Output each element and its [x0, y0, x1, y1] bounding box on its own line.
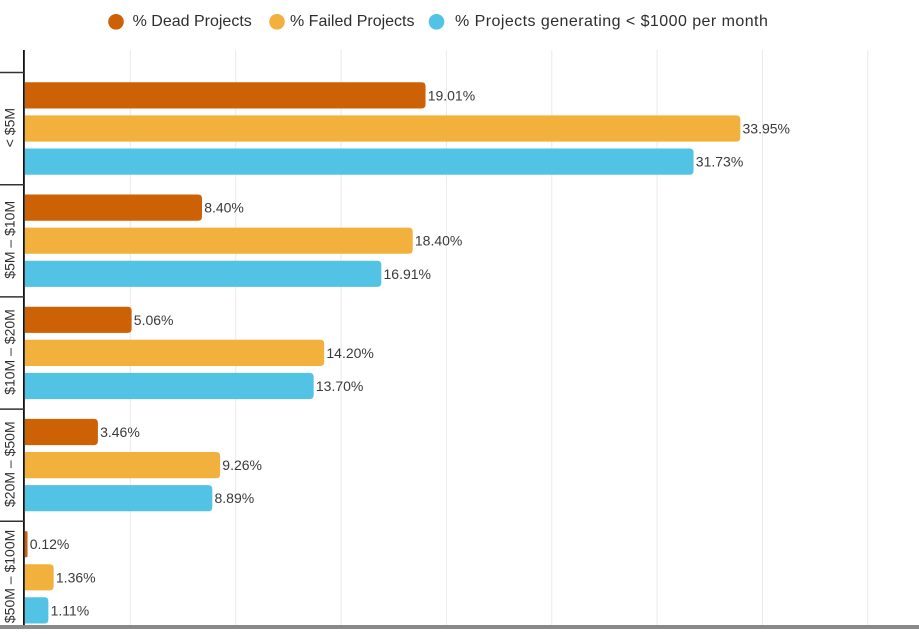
svg-text:$50M – $100M: $50M – $100M: [2, 530, 18, 623]
svg-text:% Projects generating < $1000: % Projects generating < $1000 per month: [455, 13, 768, 30]
svg-text:8.89%: 8.89%: [215, 490, 255, 506]
svg-text:0.12%: 0.12%: [30, 536, 70, 552]
svg-text:13.70%: 13.70%: [316, 378, 363, 394]
svg-text:$10M – $20M: $10M – $20M: [2, 309, 18, 395]
svg-text:$20M – $50M: $20M – $50M: [2, 421, 18, 507]
svg-text:9.26%: 9.26%: [222, 457, 262, 473]
svg-text:1.36%: 1.36%: [56, 569, 96, 585]
svg-text:% Dead Projects: % Dead Projects: [133, 13, 252, 30]
svg-text:3.46%: 3.46%: [100, 424, 140, 440]
svg-text:14.20%: 14.20%: [326, 345, 373, 361]
svg-text:31.73%: 31.73%: [696, 154, 743, 170]
svg-text:33.95%: 33.95%: [743, 121, 790, 137]
svg-text:% Failed Projects: % Failed Projects: [290, 13, 415, 30]
svg-text:$5M – $10M: $5M – $10M: [2, 201, 18, 279]
svg-text:19.01%: 19.01%: [428, 87, 475, 103]
svg-text:18.40%: 18.40%: [415, 233, 462, 249]
svg-text:< $5M: < $5M: [2, 108, 18, 147]
svg-text:5.06%: 5.06%: [134, 312, 174, 328]
svg-text:16.91%: 16.91%: [384, 266, 431, 282]
svg-text:1.11%: 1.11%: [51, 602, 90, 618]
svg-text:8.40%: 8.40%: [204, 200, 244, 216]
